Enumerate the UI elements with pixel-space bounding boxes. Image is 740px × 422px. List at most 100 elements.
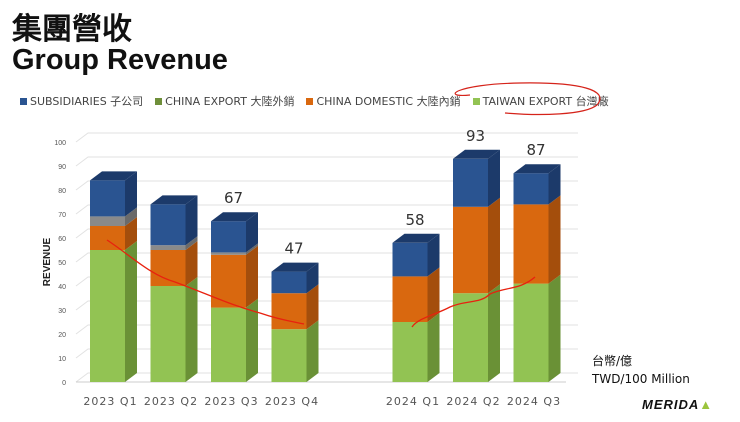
logo-mark-icon: ▲ (699, 397, 714, 412)
bar-side (548, 274, 561, 382)
bar-side (125, 241, 137, 382)
annotation-circle (454, 82, 601, 116)
gridline (75, 180, 578, 191)
annotation-growth-line (411, 276, 536, 328)
bar-side (185, 236, 198, 250)
legend-swatch (20, 98, 27, 105)
merida-logo: MERIDA▲ (642, 397, 713, 412)
bar-segment (150, 204, 186, 246)
bar-segment (150, 245, 186, 250)
bar-side (427, 313, 440, 382)
legend-label: SUBSIDIARIES 子公司 (30, 95, 144, 108)
legend-item: CHINA DOMESTIC 大陸內銷 (306, 93, 461, 109)
bar-top (150, 195, 198, 205)
bar-top (513, 164, 561, 174)
y-tick-label: 20 (58, 332, 66, 339)
gridline (75, 228, 578, 239)
bar-side (488, 284, 500, 382)
bar-segment (453, 293, 488, 382)
bar-top (90, 171, 137, 181)
bar-side (246, 245, 258, 308)
bar-side (306, 262, 319, 294)
bar-segment (453, 158, 488, 207)
unit-label: 台幣/億 TWD/100 Million (592, 352, 690, 388)
bar-side (306, 284, 319, 330)
bar-segment (392, 242, 428, 277)
gridline (75, 204, 578, 215)
legend-item: TAIWAN EXPORT 台灣廠 (472, 93, 609, 109)
bar-side (246, 298, 258, 382)
total-label: 58 (405, 211, 424, 229)
annotation-decline-line (106, 239, 305, 325)
bar-segment (271, 329, 307, 382)
total-label: 67 (224, 189, 243, 207)
x-tick-label: 2023 Q1 (83, 395, 137, 408)
bar-side (488, 197, 500, 294)
legend-swatch (306, 98, 314, 105)
legend-swatch (472, 98, 480, 105)
bar-segment (90, 226, 125, 250)
x-tick-label: 2023 Q2 (144, 395, 198, 408)
bar-segment (90, 250, 125, 382)
gridline (75, 132, 578, 143)
bar-side (427, 233, 440, 277)
total-label: 47 (284, 240, 303, 258)
bar-side (548, 195, 561, 284)
bar-segment (150, 286, 186, 382)
y-tick-label: 60 (58, 236, 66, 243)
bar-side (125, 207, 137, 226)
legend-label: CHINA DOMESTIC 大陸內銷 (316, 95, 461, 108)
x-tick-label: 2024 Q3 (507, 395, 561, 408)
y-axis-title: REVENUE (42, 238, 53, 287)
x-tick-label: 2024 Q2 (446, 395, 500, 408)
total-label: 87 (526, 141, 545, 159)
bar-segment (513, 204, 549, 284)
bar-segment (211, 254, 246, 308)
bar-segment (392, 276, 428, 322)
x-tick-label: 2024 Q1 (386, 395, 440, 408)
gridline (75, 156, 578, 167)
bar-segment (150, 250, 186, 286)
bar-top (211, 212, 258, 222)
title-chinese: 集團營收 (12, 12, 132, 47)
bar-top (453, 149, 500, 159)
bar-segment (211, 252, 246, 255)
x-tick-label: 2023 Q3 (204, 395, 258, 408)
unit-chinese: 台幣/億 (592, 354, 633, 368)
legend-label: CHINA EXPORT 大陸外銷 (165, 95, 295, 108)
y-tick-label: 70 (58, 212, 66, 219)
y-tick-label: 80 (58, 188, 66, 195)
bar-side (246, 243, 258, 255)
bar-side (185, 277, 198, 382)
bar-top (392, 233, 440, 243)
y-tick-label: 10 (58, 356, 66, 363)
legend-swatch (155, 98, 163, 105)
y-tick-label: 0 (62, 380, 66, 387)
y-tick-label: 40 (58, 284, 66, 291)
bar-side (185, 195, 198, 246)
bar-segment (211, 307, 246, 382)
legend-item: CHINA EXPORT 大陸外銷 (155, 93, 294, 109)
bar-segment (90, 216, 125, 226)
bar-segment (453, 206, 488, 294)
bar-segment (90, 180, 125, 217)
y-tick-label: 90 (58, 164, 66, 171)
bar-segment (513, 173, 549, 205)
bar-segment (211, 221, 246, 253)
bar-side (488, 149, 500, 207)
x-tick-label: 2023 Q4 (265, 395, 319, 408)
logo-text: MERIDA (642, 397, 700, 412)
bar-side (125, 217, 137, 250)
chart-legend: SUBSIDIARIES 子公司 CHINA EXPORT 大陸外銷 CHINA D… (20, 93, 609, 109)
bar-side (548, 164, 561, 205)
bar-segment (513, 283, 549, 382)
legend-item: SUBSIDIARIES 子公司 (20, 93, 143, 109)
bar-segment (392, 322, 428, 382)
y-tick-label: 30 (58, 308, 66, 315)
bar-side (246, 212, 258, 253)
bar-segment (271, 271, 307, 294)
bar-side (427, 267, 440, 322)
unit-english: TWD/100 Million (592, 372, 690, 386)
bar-side (185, 241, 198, 286)
